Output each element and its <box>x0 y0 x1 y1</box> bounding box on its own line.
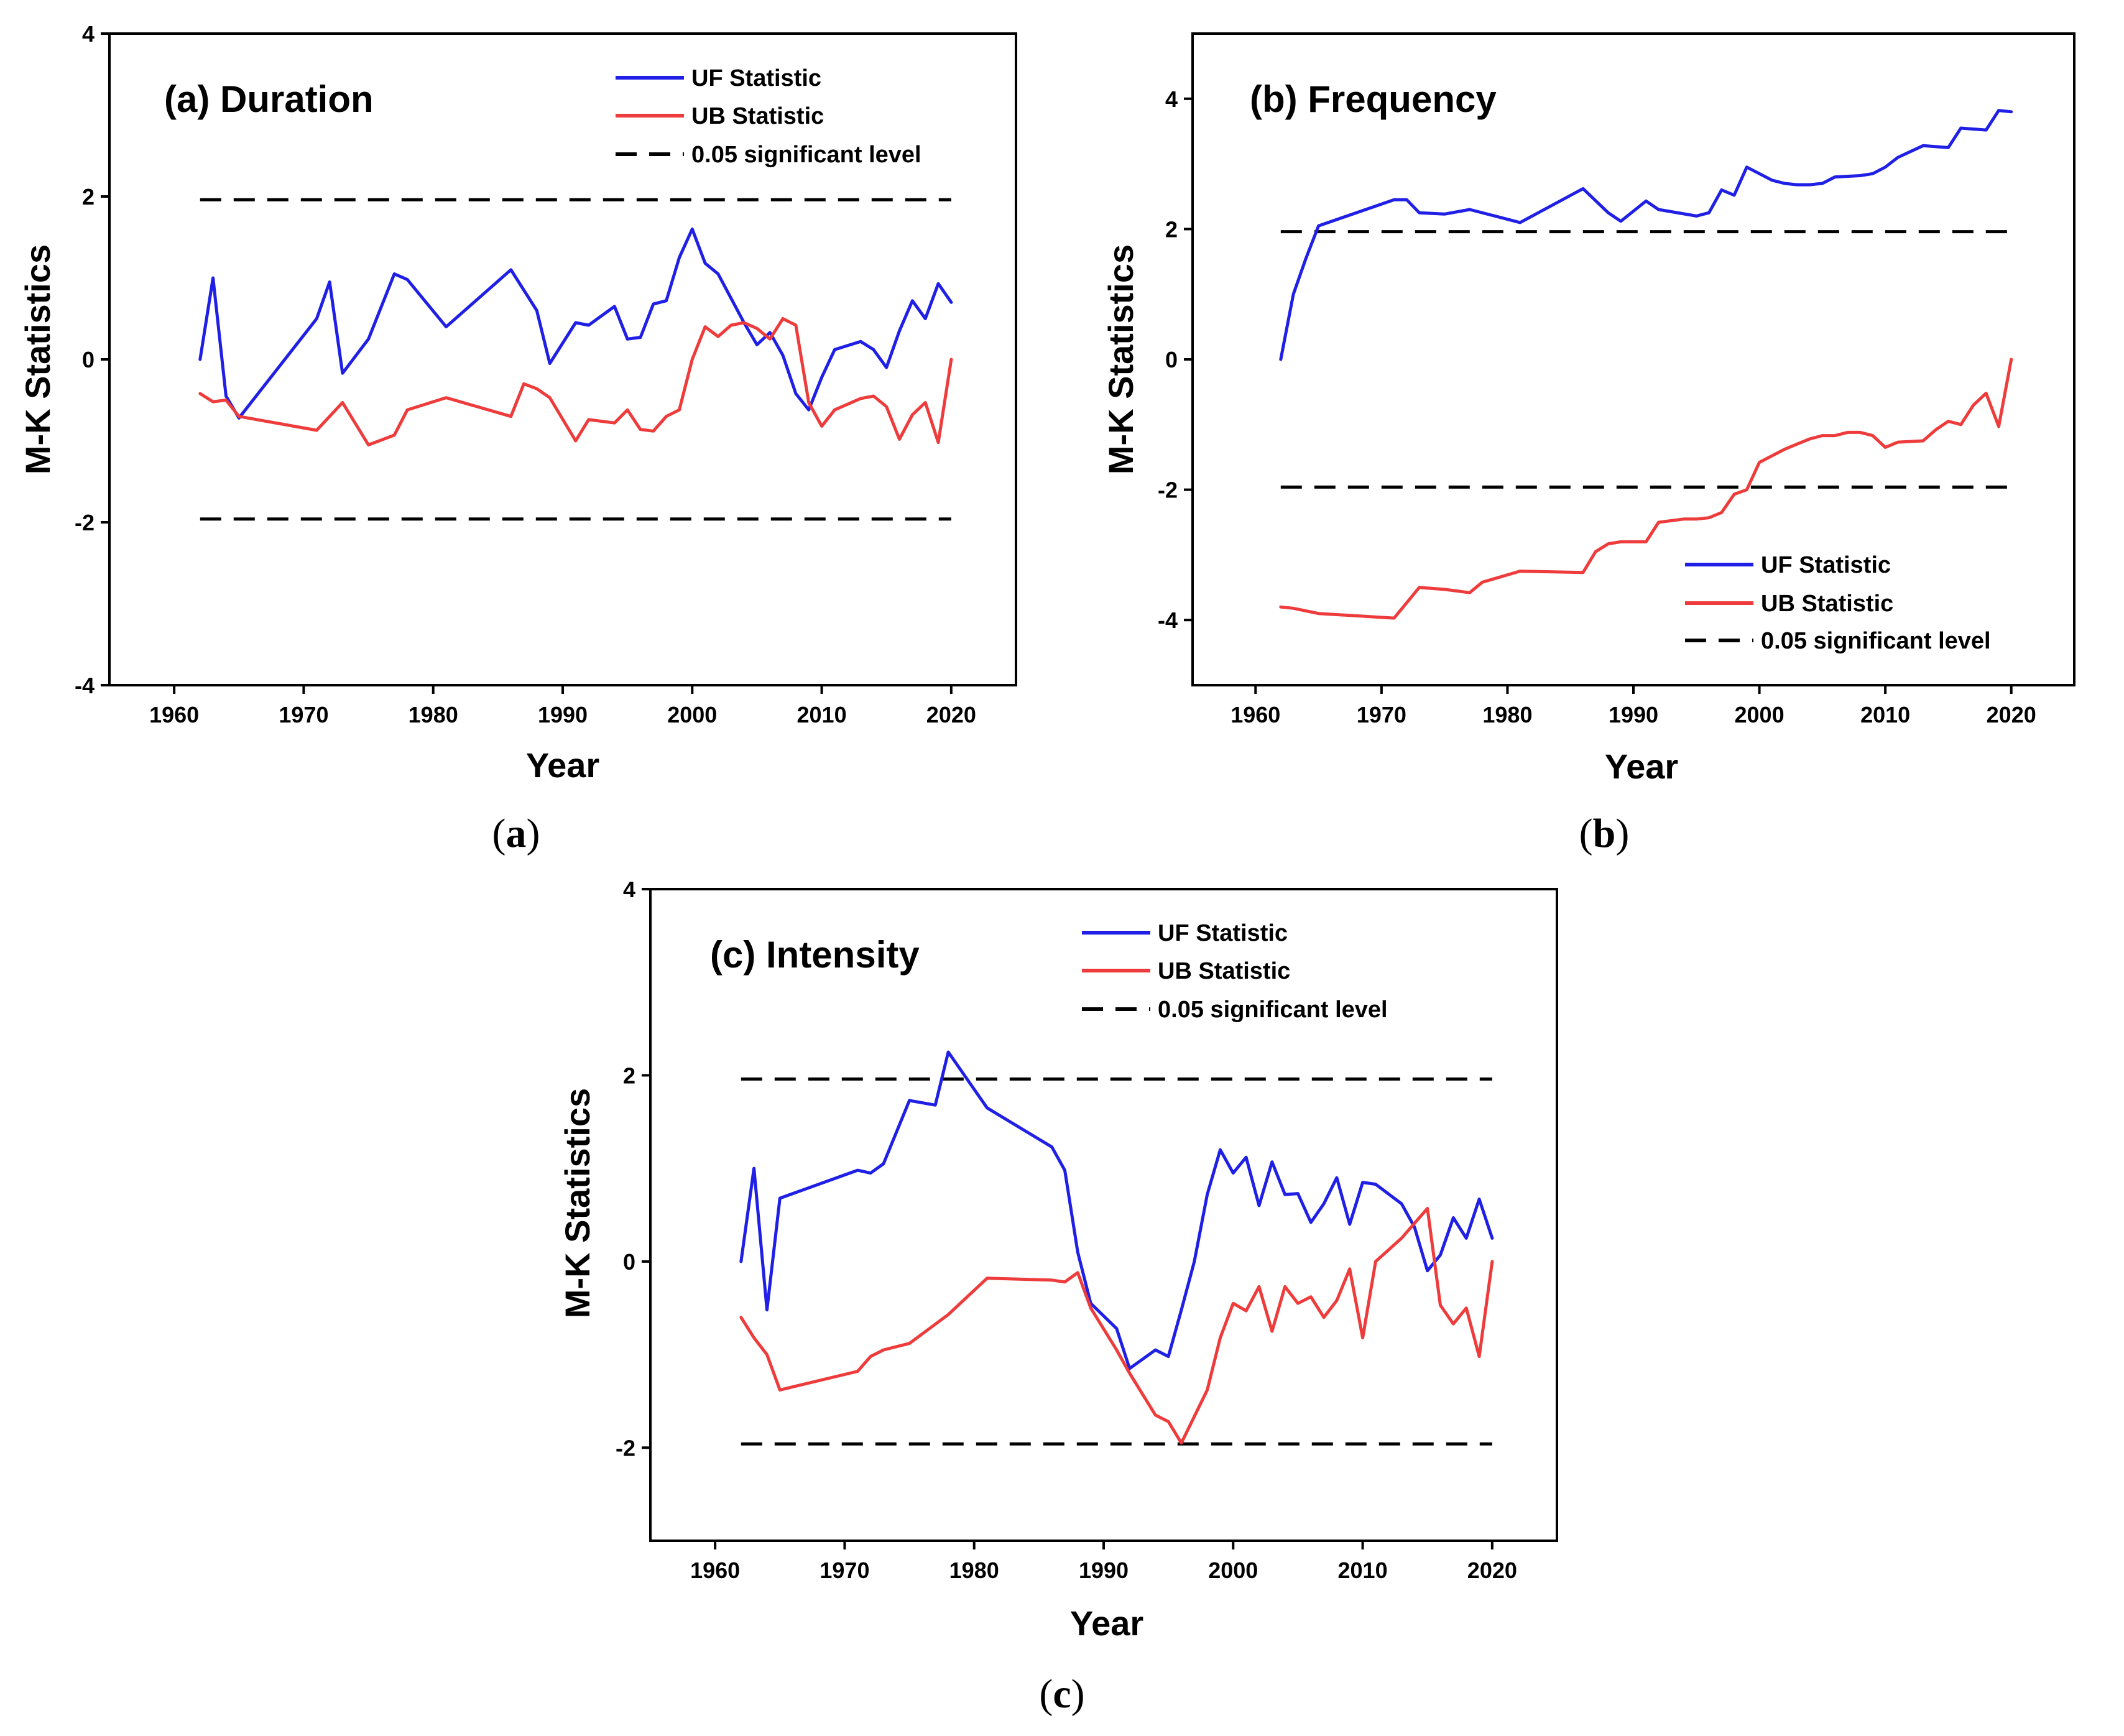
y-tick-label: -2 <box>616 1435 635 1461</box>
caption-a: (a) <box>492 811 540 856</box>
uf-series-line <box>1279 109 2013 361</box>
ub-series-line <box>1279 358 2013 620</box>
legend-ub-label: UB Statistic <box>1761 591 1893 617</box>
svg-text:(a): (a) <box>492 811 540 856</box>
x-tick-label: 2000 <box>667 702 717 727</box>
y-tick-label: 0 <box>623 1249 635 1275</box>
caption-b: (b) <box>1579 811 1630 856</box>
panel-title: (a) Duration <box>164 78 374 120</box>
uf-series-line <box>739 1050 1494 1370</box>
y-tick-label: 4 <box>623 877 635 902</box>
y-tick-label: 0 <box>82 347 95 372</box>
x-tick-label: 1990 <box>538 702 588 727</box>
x-tick-label: 1990 <box>1609 702 1658 727</box>
axis-ticks: 1960 1970 1980 1990 2000 2010 2020 -4 -2 0 2 4 <box>75 21 976 727</box>
x-tick-label: 2000 <box>1735 702 1785 727</box>
y-tick-label: 4 <box>1165 86 1178 112</box>
y-tick-label: -4 <box>75 673 95 698</box>
caption-c-letter: c <box>1053 1671 1071 1717</box>
x-tick-label: 1960 <box>690 1558 740 1583</box>
y-tick-label: 0 <box>1165 347 1178 372</box>
legend-sig-label: 0.05 significant level <box>1158 997 1388 1023</box>
panel-title: (c) Intensity <box>710 934 920 976</box>
legend-ub-label: UB Statistic <box>691 103 824 129</box>
y-tick-label: -4 <box>1158 607 1178 633</box>
panel-frequency: 1960 1970 1980 1990 2000 2010 2020 -4 -2 0 2 4 (b) … <box>1101 32 2076 786</box>
caption-c: (c) <box>1039 1671 1084 1717</box>
series-lines <box>198 227 953 446</box>
x-tick-label: 1980 <box>1482 702 1532 727</box>
legend-sig-label: 0.05 significant level <box>1761 628 1991 654</box>
x-tick-label: 2000 <box>1208 1558 1258 1583</box>
x-axis-label: Year <box>526 746 599 785</box>
svg-text:(c): (c) <box>1039 1671 1084 1717</box>
legend-uf-label: UF Statistic <box>1158 920 1288 946</box>
x-tick-label: 1970 <box>820 1558 869 1583</box>
significance-lines <box>200 198 951 521</box>
x-tick-label: 2020 <box>926 702 976 727</box>
panel-duration: 1960 1970 1980 1990 2000 2010 2020 -4 -2 0 2 4 (a) … <box>18 21 1017 785</box>
x-tick-label: 2010 <box>1338 1558 1388 1583</box>
x-axis-label: Year <box>1070 1604 1143 1643</box>
x-tick-label: 2010 <box>1860 702 1910 727</box>
panel-intensity: 1960 1970 1980 1990 2000 2010 2020 -2 0 2 4 (c) In… <box>558 877 1558 1643</box>
svg-text:(b): (b) <box>1579 811 1630 856</box>
y-axis-label: M-K Statistics <box>1101 244 1140 474</box>
x-tick-label: 1960 <box>149 702 199 727</box>
x-tick-label: 1980 <box>409 702 458 727</box>
x-tick-label: 2020 <box>1987 702 2036 727</box>
x-tick-label: 1970 <box>279 702 328 727</box>
ub-series-line <box>739 1207 1494 1445</box>
caption-a-letter: a <box>506 811 527 856</box>
series-lines <box>739 1050 1494 1445</box>
significance-lines <box>741 1077 1492 1446</box>
x-tick-label: 2020 <box>1467 1558 1517 1583</box>
legend-uf-label: UF Statistic <box>691 65 821 91</box>
y-tick-label: 2 <box>1165 216 1178 242</box>
x-axis-label: Year <box>1605 747 1678 786</box>
legend: UF Statistic UB Statistic 0.05 significa… <box>1685 552 1991 654</box>
legend: UF Statistic UB Statistic 0.05 significa… <box>1082 920 1388 1023</box>
y-axis-label: M-K Statistics <box>558 1088 597 1318</box>
legend: UF Statistic UB Statistic 0.05 significa… <box>616 65 921 168</box>
uf-series-line <box>198 227 953 420</box>
ub-series-line <box>198 317 953 446</box>
x-tick-label: 1980 <box>949 1558 999 1583</box>
legend-ub-label: UB Statistic <box>1158 958 1290 984</box>
y-tick-label: -2 <box>75 510 95 535</box>
legend-uf-label: UF Statistic <box>1761 552 1891 578</box>
axis-ticks: 1960 1970 1980 1990 2000 2010 2020 -4 -2 0 2 4 <box>1158 86 2036 727</box>
y-axis-label: M-K Statistics <box>18 244 57 474</box>
y-tick-label: -2 <box>1158 478 1178 503</box>
legend-sig-label: 0.05 significant level <box>691 142 921 168</box>
y-tick-label: 4 <box>82 21 95 47</box>
y-tick-label: 2 <box>82 184 95 210</box>
caption-b-letter: b <box>1593 811 1616 856</box>
series-lines <box>1279 109 2013 620</box>
panel-title: (b) Frequency <box>1250 78 1497 120</box>
x-tick-label: 1960 <box>1231 702 1280 727</box>
x-tick-label: 2010 <box>797 702 847 727</box>
significance-lines <box>1280 230 2011 489</box>
axis-ticks: 1960 1970 1980 1990 2000 2010 2020 -2 0 2 4 <box>616 877 1517 1583</box>
y-tick-label: 2 <box>623 1063 635 1088</box>
x-tick-label: 1990 <box>1079 1558 1129 1583</box>
x-tick-label: 1970 <box>1357 702 1406 727</box>
